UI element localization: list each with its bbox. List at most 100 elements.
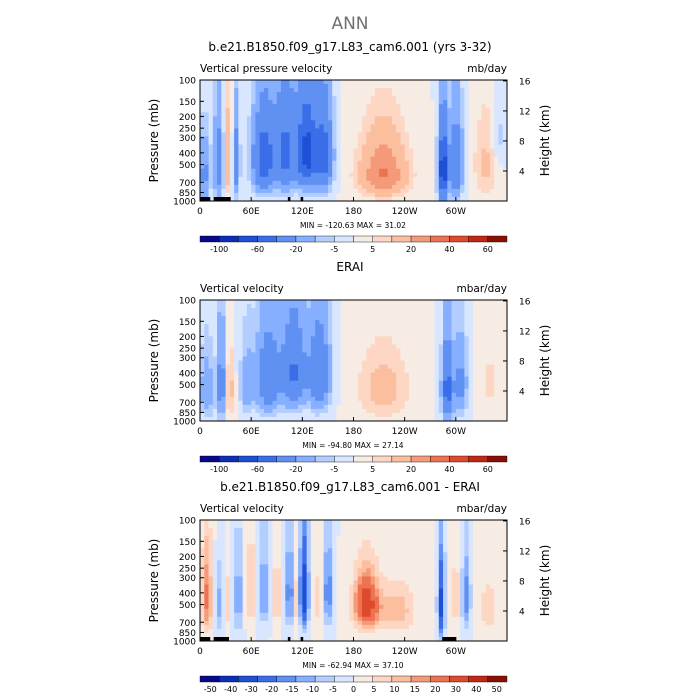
contour-cell	[208, 148, 214, 154]
contour-cell	[443, 392, 448, 398]
contour-cell	[472, 324, 478, 329]
contour-cell	[293, 152, 299, 158]
contour-cell	[391, 544, 397, 549]
contour-cell	[430, 332, 436, 337]
contour-cell	[285, 404, 291, 410]
contour-cell	[306, 116, 312, 121]
contour-cell	[319, 344, 325, 349]
colorbar-box	[334, 235, 354, 243]
contour-cell	[413, 392, 419, 398]
contour-cell	[327, 412, 333, 418]
contour-cell	[502, 396, 508, 402]
contour-cell	[344, 180, 350, 186]
contour-cell	[353, 404, 359, 410]
contour-cell	[251, 364, 257, 370]
contour-cell	[344, 316, 350, 321]
contour-cell	[443, 108, 448, 113]
contour-cell	[200, 540, 205, 545]
contour-cell	[276, 412, 282, 418]
contour-cell	[383, 336, 389, 341]
contour-cell	[460, 176, 465, 182]
contour-cell	[221, 328, 227, 333]
contour-cell	[293, 528, 299, 533]
colorbar-box	[372, 235, 393, 243]
contour-cell	[336, 100, 342, 105]
contour-cell	[234, 84, 239, 89]
contour-cell	[434, 368, 440, 374]
contour-cell	[485, 196, 491, 202]
contour-cell	[310, 520, 316, 525]
contour-cell	[229, 168, 235, 174]
contour-cell	[434, 304, 440, 309]
contour-cell	[255, 120, 261, 125]
contour-cell	[323, 408, 329, 414]
contour-cell	[353, 400, 359, 406]
contour-cell	[451, 544, 457, 549]
contour-cell	[229, 132, 235, 138]
contour-cell	[242, 540, 248, 545]
contour-cell	[374, 324, 380, 329]
y-tick-label: 400	[179, 149, 196, 159]
contour-cell	[400, 116, 406, 121]
contour-cell	[502, 400, 508, 406]
contour-cell	[400, 124, 406, 129]
contour-cell	[289, 124, 295, 129]
contour-cell	[498, 332, 504, 337]
contour-cell	[421, 92, 427, 97]
contour-cell	[502, 416, 508, 422]
contour-cell	[425, 380, 431, 386]
contour-cell	[485, 152, 491, 158]
contour-cell	[400, 92, 406, 97]
contour-cell	[421, 304, 427, 309]
contour-cell	[242, 380, 248, 386]
contour-cell	[246, 336, 252, 341]
contour-cell	[293, 96, 299, 101]
contour-cell	[268, 388, 274, 394]
contour-cell	[417, 120, 423, 125]
contour-cell	[408, 148, 414, 154]
contour-cell	[204, 180, 210, 186]
contour-cell	[362, 356, 367, 362]
contour-cell	[485, 360, 491, 366]
contour-cell	[281, 340, 286, 345]
contour-cell	[225, 184, 231, 190]
contour-cell	[494, 144, 500, 150]
contour-cell	[498, 520, 504, 525]
contour-cell	[421, 192, 427, 198]
contour-cell	[472, 348, 478, 354]
contour-cell	[430, 404, 436, 410]
contour-cell	[344, 164, 350, 170]
contour-cell	[468, 388, 474, 394]
contour-cell	[285, 396, 291, 402]
contour-cell	[293, 376, 299, 382]
contour-cell	[306, 120, 312, 125]
contour-cell	[200, 160, 205, 166]
y-tick-label: 850	[179, 189, 196, 199]
contour-cell	[485, 140, 491, 146]
contour-cell	[221, 304, 227, 309]
contour-cell	[430, 372, 436, 378]
contour-cell	[425, 104, 431, 109]
contour-cell	[246, 340, 252, 345]
contour-cell	[272, 404, 278, 410]
contour-cell	[408, 328, 414, 333]
contour-cell	[498, 108, 504, 113]
contour-cell	[281, 328, 286, 333]
contour-cell	[225, 528, 231, 533]
contour-cell	[489, 328, 495, 333]
contour-cell	[255, 92, 261, 97]
contour-cell	[421, 348, 427, 354]
contour-cell	[281, 364, 286, 370]
contour-cell	[298, 156, 303, 162]
contour-cell	[276, 80, 282, 85]
contour-cell	[229, 180, 235, 186]
contour-cell	[421, 364, 427, 370]
contour-cell	[477, 108, 483, 113]
contour-cell	[306, 520, 312, 525]
contour-cell	[217, 184, 222, 190]
contour-cell	[255, 540, 261, 545]
contour-cell	[234, 300, 239, 305]
contour-cell	[242, 408, 248, 414]
contour-cell	[263, 104, 269, 109]
contour-cell	[238, 528, 244, 533]
